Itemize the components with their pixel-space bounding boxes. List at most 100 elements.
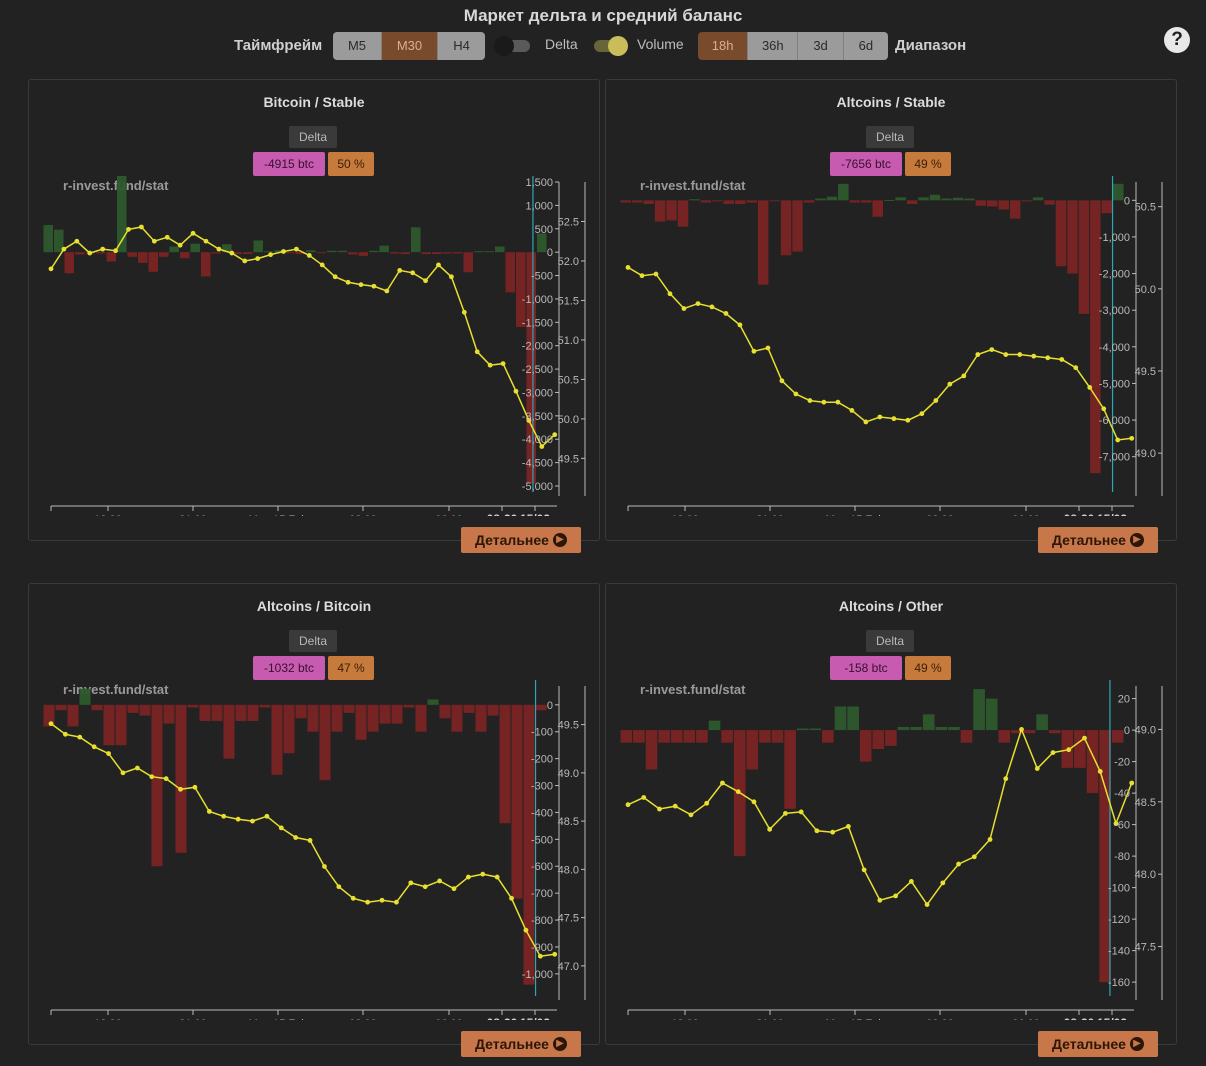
delta-bar (484, 251, 494, 253)
delta-bar (757, 200, 769, 285)
balance-point (552, 432, 558, 438)
delta-chip[interactable]: Delta (866, 630, 914, 652)
balance-point (190, 230, 196, 236)
balance-point (1031, 353, 1037, 359)
balance-point (319, 262, 325, 268)
balance-tick-label: 52.0 (558, 256, 579, 268)
delta-bar (883, 199, 895, 201)
delta-tick-label: 1,500 (525, 177, 553, 189)
delta-bar (159, 252, 169, 257)
balance-point (891, 416, 897, 422)
delta-bar (1055, 200, 1067, 267)
balance-point (206, 809, 212, 814)
chart-svg[interactable]: r-invest.fund/stat 0 -100 -200 -300 -400 -500 -… (29, 680, 599, 1020)
delta-bar (771, 730, 784, 743)
watermark: r-invest.fund/stat (640, 178, 746, 193)
delta-bar (689, 199, 700, 201)
balance-point (681, 306, 687, 311)
delta-bar (910, 726, 922, 731)
balance-point (1129, 435, 1135, 441)
delta-tick-label: -300 (531, 781, 553, 793)
delta-tick-label: -200 (531, 754, 553, 766)
delta-tick-label: -80 (1114, 851, 1130, 863)
delta-bar (75, 252, 85, 255)
delta-bar (677, 200, 689, 227)
delta-bar (390, 252, 400, 254)
volume-toggle[interactable] (590, 36, 628, 56)
range-36h-button[interactable]: 36h (748, 32, 799, 60)
time-end-label: 15/02 (520, 512, 550, 516)
delta-toggle[interactable] (494, 36, 532, 56)
delta-bar (306, 250, 316, 253)
balance-point (281, 249, 286, 254)
balance-point (783, 810, 788, 816)
percent-badge: 47 % (328, 656, 374, 680)
balance-point (509, 895, 514, 901)
delta-bar (319, 704, 331, 781)
range-3d-button[interactable]: 3d (798, 32, 844, 60)
timeframe-m5-button[interactable]: M5 (333, 32, 382, 60)
balance-point (461, 309, 467, 315)
delta-bar (243, 252, 253, 255)
delta-bar (331, 704, 343, 732)
delta-bar (670, 730, 683, 743)
range-6d-button[interactable]: 6d (843, 32, 888, 60)
time-tick-label: 06:00 (435, 514, 463, 516)
balance-point (908, 879, 914, 884)
balance-point (688, 812, 694, 818)
timeframe-m30-button[interactable]: M30 (382, 32, 438, 60)
time-tick-label: 21:00 (179, 514, 207, 516)
balance-point (625, 802, 631, 808)
delta-bar (834, 706, 847, 731)
delta-bar (796, 728, 809, 731)
details-button[interactable]: Детальнее ▶ (1038, 1031, 1158, 1057)
balance-point (100, 246, 106, 252)
balance-point (322, 864, 327, 869)
balance-point (537, 953, 543, 959)
timeframe-label: Таймфрейм (234, 37, 323, 54)
balance-tick-label: 51.0 (558, 335, 579, 347)
delta-bar (505, 252, 515, 293)
balance-point (975, 352, 981, 357)
time-tick-label: 21:00 (179, 1018, 207, 1020)
delta-bar (451, 704, 463, 732)
balance-point (1115, 437, 1121, 443)
delta-tick-label: -1,000 (1099, 232, 1130, 244)
balance-point (513, 388, 519, 394)
details-button[interactable]: Детальнее ▶ (1038, 527, 1158, 553)
balance-tick-label: 52.5 (558, 216, 579, 228)
delta-tick-label: 0 (547, 247, 553, 259)
balance-point (526, 418, 532, 423)
balance-point (1003, 776, 1009, 782)
delta-toggle-label: Delta (545, 36, 578, 52)
balance-point (336, 884, 342, 890)
timeframe-h4-button[interactable]: H4 (438, 32, 485, 60)
balance-point (48, 721, 54, 727)
delta-tick-label: -40 (1114, 788, 1130, 800)
chart-svg[interactable]: r-invest.fund/stat 0 -1,000 -2,000 -3,000 -4,… (606, 176, 1176, 516)
details-button[interactable]: Детальнее ▶ (461, 1031, 581, 1057)
delta-bar (400, 252, 410, 255)
delta-bar (474, 251, 484, 253)
delta-bar (838, 183, 849, 201)
chart-svg[interactable]: r-invest.fund/stat 1,500 1,000 500 0 -500 -1,0… (29, 176, 599, 516)
balance-point (1059, 357, 1065, 362)
delta-tick-label: -5,000 (1099, 378, 1130, 390)
help-icon[interactable]: ? (1164, 27, 1190, 53)
delta-bar (792, 200, 803, 252)
balance-point (139, 224, 144, 230)
delta-bar (180, 252, 190, 259)
range-18h-button[interactable]: 18h (698, 32, 749, 60)
delta-bar (535, 704, 547, 711)
details-button[interactable]: Детальнее ▶ (461, 527, 581, 553)
chart-svg[interactable]: r-invest.fund/stat 20 0 -20 -40 -60 -80 -100 -12… (606, 680, 1176, 1020)
delta-chip[interactable]: Delta (289, 126, 337, 148)
delta-bar (998, 730, 1011, 743)
delta-chip[interactable]: Delta (866, 126, 914, 148)
delta-chip[interactable]: Delta (289, 630, 337, 652)
delta-bar (283, 704, 295, 754)
balance-point (919, 411, 925, 417)
balance-point (1073, 365, 1079, 371)
delta-bar (861, 200, 872, 203)
delta-bar (1111, 730, 1124, 743)
